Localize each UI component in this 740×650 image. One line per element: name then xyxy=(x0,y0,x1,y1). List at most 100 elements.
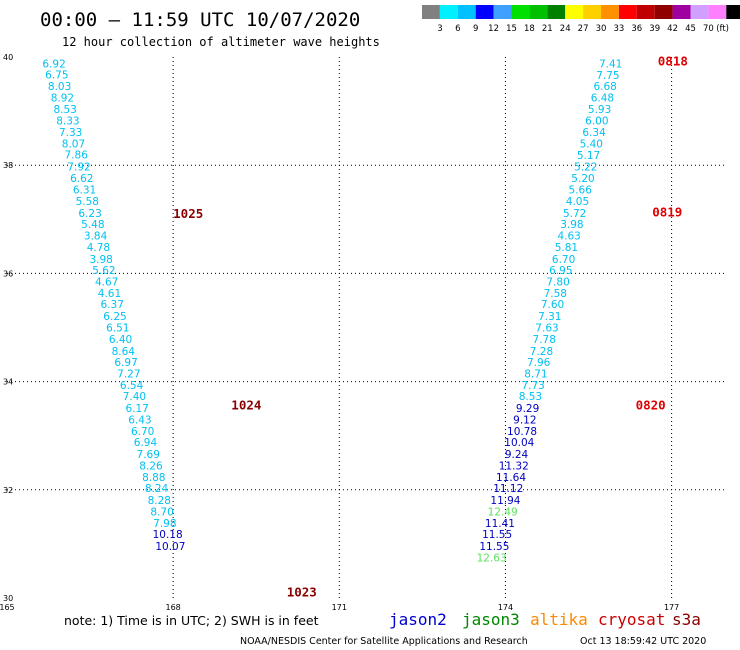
wave-height-label: 8.53 xyxy=(53,104,76,116)
wave-height-label: 5.48 xyxy=(81,219,104,231)
scale-label: 24 xyxy=(560,24,571,34)
scale-swatch xyxy=(654,5,673,19)
wave-height-label: 8.26 xyxy=(139,460,163,472)
y-tick-label: 38 xyxy=(3,161,13,170)
wave-height-label: 8.03 xyxy=(48,81,71,93)
wave-height-label: 6.75 xyxy=(45,69,68,81)
wave-height-label: 8.24 xyxy=(145,483,169,495)
scale-swatch xyxy=(529,5,548,19)
wave-height-label: 5.66 xyxy=(569,185,593,197)
satellite-legend-item: cryosat xyxy=(598,610,665,629)
wave-height-label: 6.97 xyxy=(114,357,137,369)
scale-swatch xyxy=(726,5,740,19)
wave-height-label: 11.55 xyxy=(482,529,512,541)
scale-swatch xyxy=(511,5,530,19)
wave-height-label: 5.22 xyxy=(574,161,597,173)
wave-height-label: 10.18 xyxy=(153,529,183,541)
wave-height-label: 7.40 xyxy=(123,391,146,403)
wave-height-label: 7.27 xyxy=(117,368,140,380)
wave-height-label: 6.68 xyxy=(593,81,616,93)
wave-height-label: 3.84 xyxy=(84,231,108,243)
wave-height-label: 11.32 xyxy=(499,460,529,472)
wave-height-label: 4.67 xyxy=(95,277,118,289)
wave-height-label: 4.61 xyxy=(98,288,121,300)
scale-label: 3 xyxy=(437,24,442,34)
satellite-legend: jason2 jason3 altika cryosat s3a xyxy=(389,610,701,629)
wave-height-label: 7.63 xyxy=(535,323,558,335)
wave-height-label: 6.94 xyxy=(134,437,158,449)
time-label: 0820 xyxy=(636,397,666,412)
wave-height-label: 12.49 xyxy=(488,506,518,518)
satellite-legend-item: jason3 xyxy=(462,610,520,629)
time-label: 1023 xyxy=(287,585,317,600)
scale-label: 33 xyxy=(613,24,624,34)
wave-height-label: 5.58 xyxy=(76,196,99,208)
scale-swatch xyxy=(618,5,637,19)
color-scale-legend: 3 6 9 12 15 18 21 24 27 30 33 36 39 42 45 70 (ft) xyxy=(422,5,740,34)
x-tick-label: 165 xyxy=(0,603,15,612)
scale-swatch xyxy=(422,5,440,19)
wave-height-label: 6.25 xyxy=(103,311,126,323)
wave-height-label: 6.48 xyxy=(591,93,614,105)
wave-height-label: 3.98 xyxy=(89,254,112,266)
wave-height-label: 8.70 xyxy=(150,506,173,518)
wave-height-label: 7.73 xyxy=(521,380,544,392)
wave-height-label: 7.60 xyxy=(541,299,564,311)
wave-height-label: 7.96 xyxy=(527,357,551,369)
wave-height-label: 5.72 xyxy=(563,208,586,220)
scale-label: 42 xyxy=(667,24,678,34)
wave-height-label: 7.28 xyxy=(530,346,553,358)
wave-height-label: 6.17 xyxy=(125,403,148,415)
wave-height-label: 7.92 xyxy=(67,161,90,173)
map-grid xyxy=(7,57,727,598)
scale-label: 27 xyxy=(578,24,589,34)
wave-height-label: 8.28 xyxy=(148,495,171,507)
scale-swatch xyxy=(475,5,494,19)
scale-swatch xyxy=(565,5,584,19)
wave-height-label: 11.94 xyxy=(490,495,520,507)
wave-height-label: 6.95 xyxy=(549,265,572,277)
wave-height-label: 8.53 xyxy=(519,391,542,403)
scale-label: 30 xyxy=(596,24,607,34)
wave-height-label: 10.78 xyxy=(507,426,537,438)
footer-note: note: 1) Time is in UTC; 2) SWH is in fe… xyxy=(64,613,319,628)
scale-label: 12 xyxy=(488,24,499,34)
wave-height-label: 7.80 xyxy=(546,277,569,289)
wave-height-label: 7.31 xyxy=(538,311,561,323)
wave-height-label: 7.33 xyxy=(59,127,82,139)
time-label: 0819 xyxy=(652,204,682,219)
y-tick-label: 36 xyxy=(3,269,13,278)
wave-height-label: 6.23 xyxy=(78,208,101,220)
wave-height-label: 4.78 xyxy=(87,242,110,254)
wave-height-label: 9.24 xyxy=(505,449,529,461)
satellite-legend-item: altika xyxy=(530,610,588,629)
wave-height-label: 7.58 xyxy=(544,288,567,300)
scale-label: 36 xyxy=(631,24,642,34)
scale-swatch xyxy=(493,5,512,19)
x-tick-label: 171 xyxy=(332,603,347,612)
wave-height-label: 7.41 xyxy=(599,58,622,70)
wave-height-label: 6.31 xyxy=(73,185,96,197)
wave-height-label: 5.93 xyxy=(588,104,611,116)
wave-height-label: 6.37 xyxy=(101,299,124,311)
wave-height-label: 11.64 xyxy=(496,472,526,484)
y-tick-label: 40 xyxy=(3,53,13,62)
time-label: 0818 xyxy=(658,53,688,68)
wave-height-label: 4.63 xyxy=(557,231,580,243)
time-labels: 1025 1024 1023 0818 0819 0820 xyxy=(173,53,688,599)
scale-label: 45 xyxy=(685,24,696,34)
scale-label: 6 xyxy=(455,24,460,34)
scale-swatch xyxy=(547,5,566,19)
scale-swatch xyxy=(439,5,458,19)
wave-height-label: 8.71 xyxy=(524,368,547,380)
wave-height-label: 6.62 xyxy=(70,173,93,185)
wave-height-label: 5.62 xyxy=(92,265,115,277)
scale-label: 18 xyxy=(524,24,535,34)
scale-swatch xyxy=(601,5,619,19)
wave-height-label: 8.07 xyxy=(62,139,85,151)
page-subtitle: 12 hour collection of altimeter wave hei… xyxy=(62,35,380,49)
scale-unit: (ft) xyxy=(716,24,729,34)
wave-height-label: 5.40 xyxy=(580,139,603,151)
page-title: 00:00 – 11:59 UTC 10/07/2020 xyxy=(40,9,360,31)
